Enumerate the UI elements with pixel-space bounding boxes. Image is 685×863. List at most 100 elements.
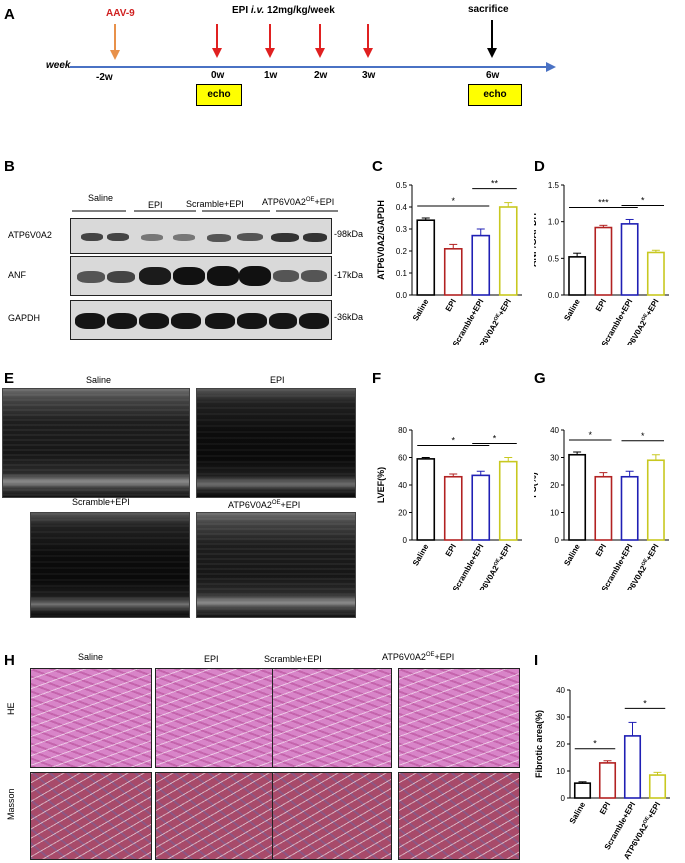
x-tick-label: Saline — [411, 542, 431, 567]
y-axis-label: LVEF(%) — [376, 467, 386, 503]
echo-label-saline: Saline — [86, 375, 112, 385]
y-tick-label: 40 — [556, 686, 565, 695]
panel-label-g: G — [534, 370, 546, 387]
echo-label-epi: EPI — [270, 375, 285, 385]
y-tick-label: 0.3 — [396, 225, 408, 234]
y-tick-label: 0 — [555, 536, 560, 545]
he-image-oe — [398, 668, 520, 768]
significance-label: * — [641, 431, 645, 441]
sacrifice-arrowhead — [487, 48, 497, 58]
y-tick-label: 0.2 — [396, 247, 408, 256]
significance-label: *** — [598, 197, 609, 207]
y-tick-label: 0.4 — [396, 203, 408, 212]
blot-group-saline: Saline — [88, 193, 114, 203]
echo-label-oe: ATP6V0A2OE+EPI — [228, 500, 301, 510]
bar — [568, 453, 587, 541]
echo-image-saline — [2, 388, 190, 498]
hist-row-masson: Masson — [6, 788, 16, 820]
he-image-saline — [30, 668, 152, 768]
panel-label-b: B — [4, 158, 15, 175]
hist-label-scramble: Scramble+EPI — [264, 654, 322, 664]
y-axis-label: Fibrotic area(%) — [534, 710, 544, 778]
blot-row-label-anf: ANF — [8, 270, 26, 280]
panel-label-h: H — [4, 652, 15, 669]
timeline-diagram — [70, 20, 556, 72]
y-tick-label: 10 — [556, 767, 565, 776]
x-tick-label: EPI — [594, 298, 608, 314]
significance-label: * — [493, 434, 497, 444]
tick-3w: 3w — [362, 70, 376, 81]
y-tick-label: 0.5 — [548, 254, 560, 263]
x-tick-label: EPI — [444, 543, 458, 559]
significance-label: * — [588, 430, 592, 440]
masson-image-oe — [398, 772, 520, 860]
timeline-arrowhead — [546, 62, 556, 72]
panel-label-f: F — [372, 370, 382, 387]
bar — [443, 248, 463, 296]
tick-0w: 0w — [211, 70, 225, 81]
he-image-scramble — [272, 668, 392, 768]
significance-label: * — [593, 739, 597, 749]
bar — [598, 762, 617, 799]
bar — [568, 256, 587, 296]
y-tick-label: 0 — [561, 794, 566, 803]
bar — [443, 475, 463, 541]
blot-atp6v0a2 — [70, 218, 332, 254]
x-tick-label: Saline — [562, 542, 582, 567]
blot-row-label-gapdh: GAPDH — [8, 313, 41, 323]
y-tick-label: 0.1 — [396, 269, 408, 278]
x-tick-label: Saline — [568, 800, 588, 825]
y-axis-label: FS(%) — [534, 472, 538, 498]
hist-label-epi: EPI — [204, 654, 219, 664]
week-label: week — [46, 60, 71, 71]
y-axis-label: ANP/GAPDH — [534, 213, 538, 267]
bar — [573, 782, 592, 799]
bar — [416, 219, 436, 296]
masson-image-saline — [30, 772, 152, 860]
bar — [646, 251, 665, 296]
echo-label-scramble: Scramble+EPI — [72, 497, 130, 507]
bar — [620, 475, 639, 541]
significance-label: * — [451, 436, 455, 446]
blot-group-oe: ATP6V0A2OE+EPI — [262, 197, 335, 207]
panel-label-e: E — [4, 370, 15, 387]
echo-image-scramble — [30, 512, 190, 618]
chart-c: 0.0 0.1 0.2 0.3 0.4 0.5 ATP6V0A2/GAPDH Saline EP… — [376, 179, 522, 345]
y-tick-label: 0.5 — [396, 181, 408, 190]
blot-row-label-atp6v0a2: ATP6V0A2 — [8, 230, 52, 240]
tick-6w: 6w — [486, 70, 500, 81]
bar — [594, 475, 613, 541]
y-tick-label: 30 — [550, 454, 559, 463]
hist-label-oe: ATP6V0A2OE+EPI — [382, 652, 455, 662]
sacrifice-label: sacrifice — [468, 4, 509, 15]
x-tick-label: EPI — [598, 801, 612, 817]
blot-mw-17: -17kDa — [334, 270, 364, 280]
y-tick-label: 0.0 — [548, 291, 560, 300]
tick-1w: 1w — [264, 70, 278, 81]
bar — [648, 774, 667, 799]
y-tick-label: 20 — [398, 509, 407, 518]
he-image-epi — [155, 668, 277, 768]
panel-label-d: D — [534, 158, 545, 175]
x-tick-label: EPI — [594, 543, 608, 559]
aav-arrowhead — [110, 50, 120, 60]
epi-arrows — [212, 24, 373, 58]
panel-label-a: A — [4, 6, 15, 23]
y-tick-label: 0 — [403, 536, 408, 545]
bar — [416, 458, 436, 541]
y-tick-label: 20 — [550, 481, 559, 490]
y-tick-label: 1.5 — [548, 181, 560, 190]
y-tick-label: 40 — [550, 426, 559, 435]
significance-label: * — [641, 195, 645, 205]
bar — [620, 223, 639, 296]
blot-group-scramble: Scramble+EPI — [186, 199, 244, 209]
blot-group-epi: EPI — [148, 200, 163, 210]
y-axis-label: ATP6V0A2/GAPDH — [376, 200, 386, 280]
blot-mw-98: -98kDa — [334, 229, 364, 239]
y-tick-label: 0.0 — [396, 291, 408, 300]
y-tick-label: 1.0 — [548, 218, 560, 227]
y-tick-label: 80 — [398, 426, 407, 435]
significance-label: ** — [491, 179, 499, 189]
